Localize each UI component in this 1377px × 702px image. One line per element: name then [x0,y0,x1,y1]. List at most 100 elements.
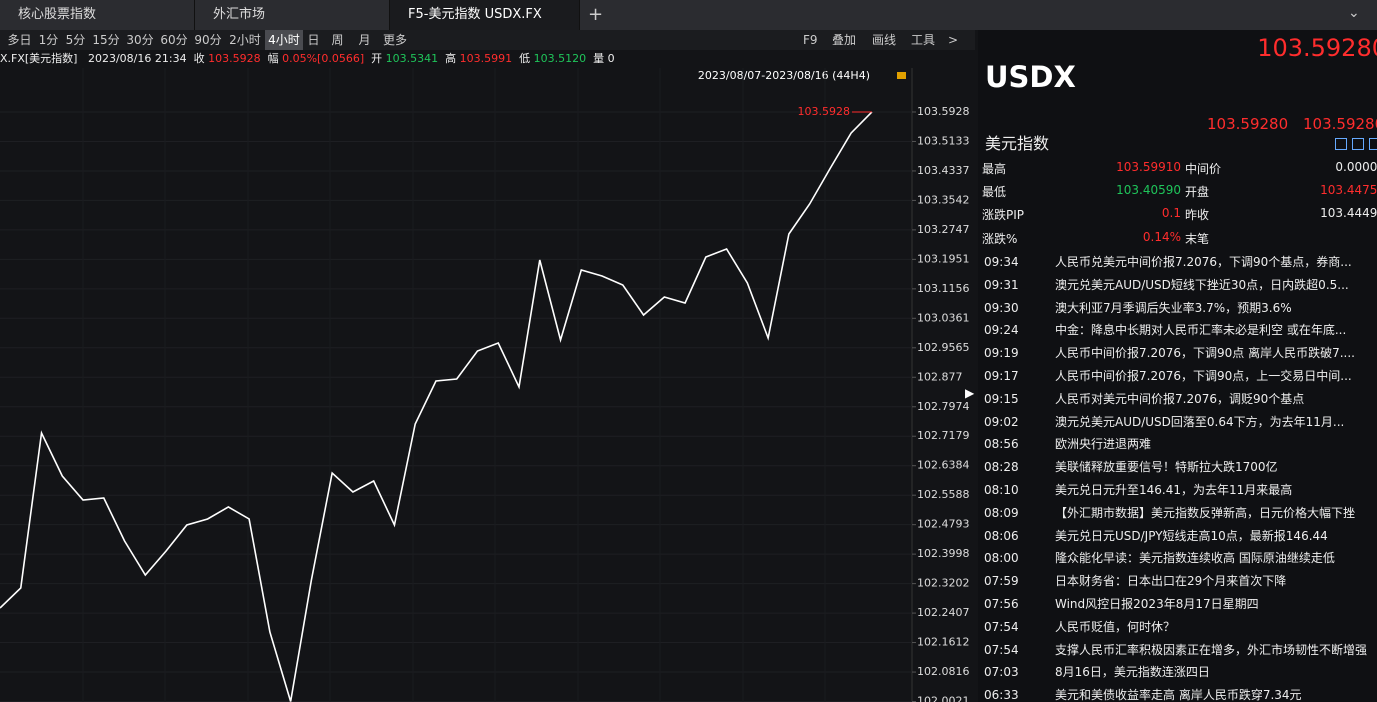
bid: 103.59280 [1207,115,1289,133]
news-item[interactable]: 08:09 【外汇期市数据】美元指数反弹新高，日元价格大幅下挫 [984,503,1377,523]
period-button[interactable]: 5分 [65,33,86,47]
label: 幅 [267,52,279,65]
time: 2023/08/16 21:34 [87,52,187,65]
news-title: 中金：降息中长期对人民币汇率未必是利空 或在年底... [1055,323,1347,338]
news-title: 支撑人民币汇率积极因素正在增多，外汇市场韧性不断增强 [1055,642,1368,657]
quote-label: 最低 [982,185,1007,199]
news-item[interactable]: 09:17 人民币中间价报7.2076，下调90点，上一交易日中间... [984,366,1377,386]
expand[interactable]: ⌄ [1348,5,1360,21]
quote-value: 103.40590 [1116,183,1181,197]
lock-icon [897,72,906,79]
period-button[interactable]: 2小时 [229,33,261,47]
tab[interactable]: 外汇市场 [195,0,390,30]
news-item[interactable]: 08:56 欧洲央行进退两难 [984,434,1377,454]
add-tab[interactable]: + [588,4,604,25]
news-item[interactable]: 09:02 澳元兑美元AUD/USD回落至0.64下方，为去年11月... [984,412,1377,432]
news-title: 美元兑日元USD/JPY短线走高10点，最新报146.44 [1055,528,1328,543]
news-item[interactable]: 09:34 人民币兑美元中间价报7.2076，下调90个基点，券商... [984,252,1377,272]
news-item[interactable]: 09:31 澳元兑美元AUD/USD短线下挫近30点，日内跌超0.5... [984,275,1377,295]
news-item[interactable]: 08:00 隆众能化早读：美元指数连续收高 国际原油继续走低 [984,548,1377,568]
news-item[interactable]: 09:30 澳大利亚7月季调后失业率3.7%，预期3.6% [984,298,1377,318]
news-time: 08:28 [984,460,1019,475]
period-button[interactable]: 更多 [382,33,407,47]
value: 103.5928 [208,52,261,65]
news-title: 美元和美债收益率走高 离岸人民币跌穿7.34元 [1055,688,1302,702]
news-item[interactable]: 07:59 日本财务省：日本出口在29个月来首次下降 [984,571,1377,591]
period-button[interactable]: 日 [307,33,320,47]
news-title: 澳大利亚7月季调后失业率3.7%，预期3.6% [1055,300,1292,315]
period-button[interactable]: 60分 [160,33,188,47]
period-button[interactable]: 90分 [194,33,222,47]
y-tick-label: 102.7179 [917,429,970,442]
period-button[interactable]: 1分 [38,33,59,47]
tool-button[interactable]: 画线 [872,33,897,47]
icon[interactable] [1352,138,1364,150]
period-button[interactable]: 4小时 [265,30,303,50]
news-time: 09:02 [984,414,1019,429]
news-time: 08:00 [984,551,1019,566]
quote-value: 103.44750 [1320,183,1377,197]
tab-bar: + ⌄ 核心股票指数 外汇市场 F5-美元指数 USDX.FX [0,0,1377,30]
tab[interactable]: 核心股票指数 [0,0,195,30]
code: USDX [985,60,1076,94]
news-title: 隆众能化早读：美元指数连续收高 国际原油继续走低 [1055,551,1335,566]
y-tick-label: 102.1612 [917,636,970,649]
tool-button[interactable]: 叠加 [832,33,857,47]
news-time: 09:34 [984,255,1019,269]
news-item[interactable]: 08:28 美联储释放重要信号！特斯拉大跌1700亿 [984,457,1377,477]
y-tick-label: 102.9565 [917,341,970,354]
icon[interactable] [1369,138,1377,150]
icon[interactable] [1335,138,1347,150]
period-button[interactable]: 15分 [92,33,120,47]
news-title: 人民币对美元中间价报7.2076，调贬90个基点 [1055,391,1305,406]
y-tick-label: 103.3542 [917,193,970,206]
collapse-toggle[interactable]: ▶ [965,386,975,400]
news-title: Wind风控日报2023年8月17日星期四 [1055,597,1259,611]
news-item[interactable]: 09:24 中金：降息中长期对人民币汇率未必是利空 或在年底... [984,320,1377,340]
value: 103.5341 [385,52,439,65]
news-item[interactable]: 06:33 美元和美债收益率走高 离岸人民币跌穿7.34元 [984,685,1377,702]
ask: 103.59280 [1303,115,1377,133]
y-tick-label: 103.0361 [917,311,970,324]
news-item[interactable]: 08:10 美元兑日元升至146.41，为去年11月来最高 [984,480,1377,500]
news-time: 08:06 [984,528,1019,543]
value: 103.5120 [533,52,587,65]
name: 美元指数 [985,134,1050,153]
tool-button[interactable]: 工具 [911,33,936,47]
news-item[interactable]: 07:03 8月16日，美元指数连涨四日 [984,662,1377,682]
news-item[interactable]: 09:19 人民币中间价报7.2076，下调90点 离岸人民币跌破7.... [984,343,1377,363]
range-label: 2023/08/07-2023/08/16 (44H4) [698,69,870,82]
quote-value: 103.44490 [1320,206,1377,220]
news-time: 07:03 [984,665,1019,680]
news-item[interactable]: 07:54 支撑人民币汇率积极因素正在增多，外汇市场韧性不断增强 [984,640,1377,660]
news-title: 美元兑日元升至146.41，为去年11月来最高 [1055,483,1293,497]
news-time: 08:10 [984,483,1019,497]
news-time: 09:15 [984,391,1019,406]
y-tick-label: 102.6384 [917,459,970,472]
tool-button[interactable]: > [948,33,959,47]
period-button[interactable]: 30分 [126,33,154,47]
news-item[interactable]: 09:15 人民币对美元中间价报7.2076，调贬90个基点 [984,389,1377,409]
news-time: 07:59 [984,574,1019,589]
news-item[interactable]: 07:54 人民币贬值，何时休？ [984,617,1377,637]
news-time: 07:56 [984,597,1019,611]
quote-label: 涨跌% [982,232,1018,246]
tool-button[interactable]: F9 [803,33,818,47]
news-time: 09:30 [984,300,1019,315]
news-time: 09:17 [984,369,1019,383]
y-tick-label: 102.3998 [917,547,970,560]
y-tick-label: 103.5133 [917,134,970,147]
period-button[interactable]: 周 [331,33,344,47]
quote-label: 开盘 [1185,185,1210,199]
news-item[interactable]: 08:06 美元兑日元USD/JPY短线走高10点，最新报146.44 [984,526,1377,546]
y-tick-label: 102.877 [917,370,963,383]
period-button[interactable]: 月 [358,33,371,47]
news-item[interactable]: 07:56 Wind风控日报2023年8月17日星期四 [984,594,1377,614]
tab[interactable]: F5-美元指数 USDX.FX [390,0,580,30]
y-tick-label: 103.1951 [917,252,970,265]
y-tick-label: 103.1156 [917,282,970,295]
period-button[interactable]: 多日 [7,33,32,47]
y-tick-label: 102.4793 [917,518,970,531]
y-tick-label: 102.0021 [917,695,970,702]
news-time: 09:24 [984,323,1019,338]
